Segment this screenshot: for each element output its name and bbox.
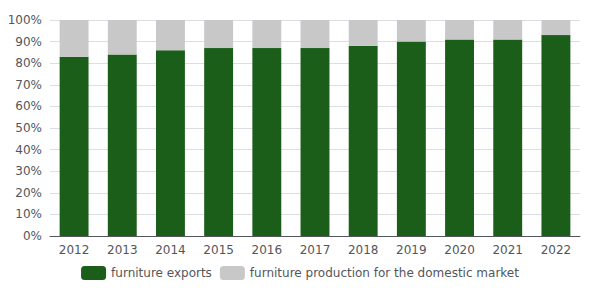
svg-text:2014: 2014 <box>155 243 186 257</box>
svg-text:70%: 70% <box>15 78 42 92</box>
svg-text:2016: 2016 <box>252 243 283 257</box>
svg-text:2017: 2017 <box>300 243 331 257</box>
svg-text:80%: 80% <box>15 56 42 70</box>
svg-text:2012: 2012 <box>59 243 90 257</box>
svg-text:20%: 20% <box>15 186 42 200</box>
svg-text:0%: 0% <box>23 229 42 243</box>
svg-text:30%: 30% <box>15 164 42 178</box>
svg-text:2020: 2020 <box>444 243 475 257</box>
svg-text:2022: 2022 <box>541 243 572 257</box>
svg-text:40%: 40% <box>15 143 42 157</box>
svg-text:furniture exports: furniture exports <box>111 266 212 280</box>
svg-text:furniture production for the d: furniture production for the domestic ma… <box>250 266 519 280</box>
svg-text:2018: 2018 <box>348 243 379 257</box>
svg-text:2021: 2021 <box>492 243 523 257</box>
svg-text:2019: 2019 <box>396 243 427 257</box>
svg-text:60%: 60% <box>15 99 42 113</box>
svg-text:2015: 2015 <box>203 243 234 257</box>
svg-text:10%: 10% <box>15 207 42 221</box>
svg-text:90%: 90% <box>15 35 42 49</box>
svg-text:50%: 50% <box>15 121 42 135</box>
svg-text:2013: 2013 <box>107 243 138 257</box>
svg-text:100%: 100% <box>8 13 42 27</box>
